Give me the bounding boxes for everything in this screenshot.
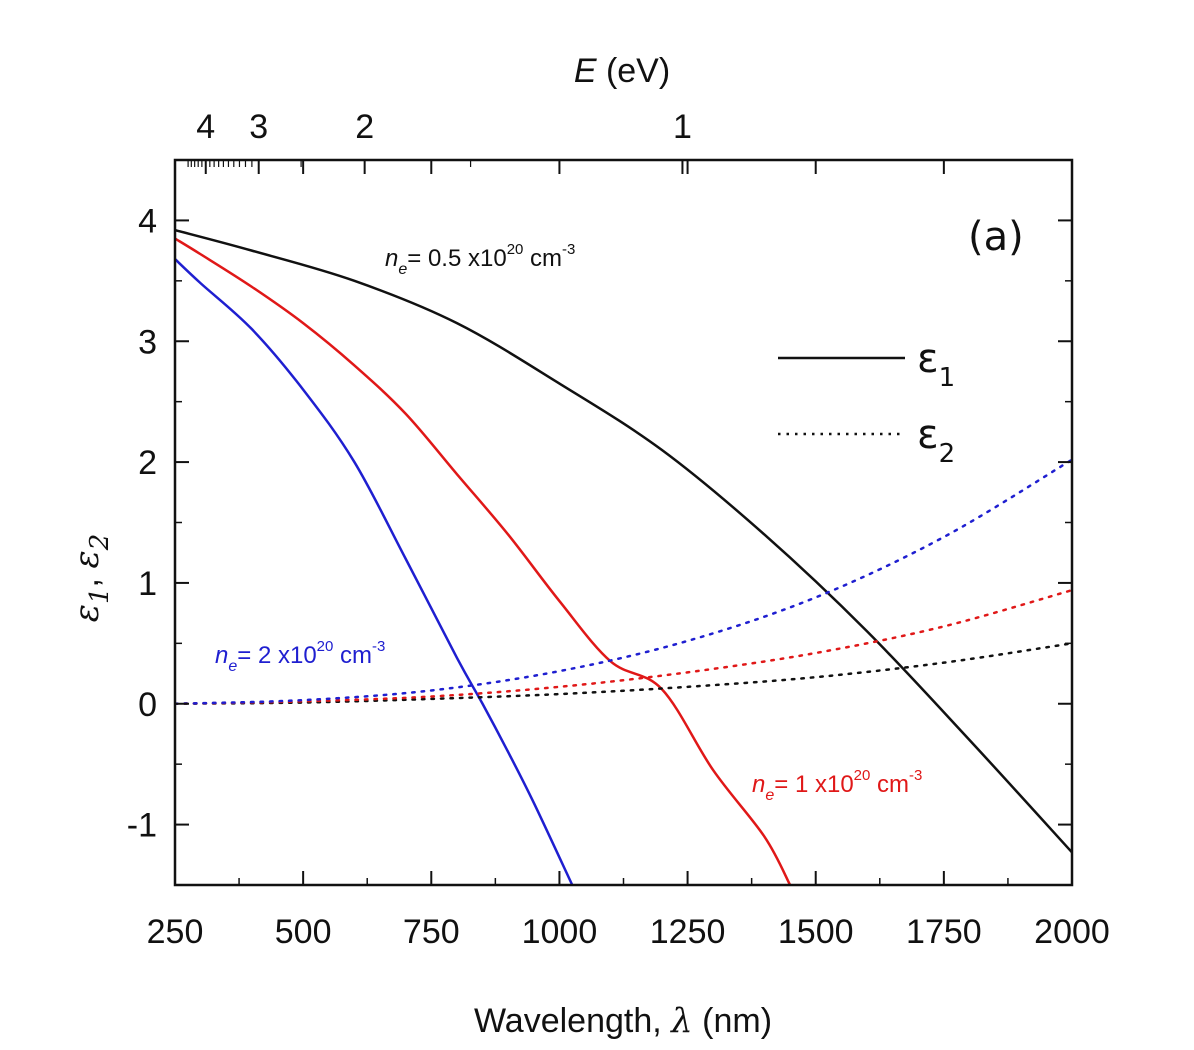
y-axis-title: ε1, ε2 (67, 534, 115, 623)
legend-label-eps1: ε1 (917, 336, 955, 393)
y-tick-label: 3 (138, 323, 157, 361)
series-eps1-1 (175, 237, 792, 885)
series-eps2-5 (175, 458, 1072, 705)
y-tick-label: 4 (138, 202, 157, 240)
series-eps2-4 (175, 588, 1072, 705)
x-tick-label: 1250 (650, 913, 726, 951)
legend: ε1 ε2 (778, 336, 955, 469)
series-layer (175, 228, 1072, 885)
y-tick-label: 2 (138, 444, 157, 482)
y-axis: -1 0 1 2 3 4 (127, 159, 1072, 886)
x-tick-label: 500 (275, 913, 332, 951)
panel-label: (a) (968, 214, 1024, 260)
series-eps1-0 (175, 228, 1072, 854)
x-tick-label: 750 (403, 913, 460, 951)
annotation-ne-2: ne= 2 x1020 cm-3 (215, 638, 385, 675)
plot-frame (173, 158, 1074, 887)
x-tick-label: 1000 (522, 913, 598, 951)
x-axis-title: Wavelength, λ (nm) (474, 1001, 772, 1041)
x-tick-label: 1750 (906, 913, 982, 951)
y-tick-label: -1 (127, 807, 157, 845)
series-eps1-2 (175, 258, 574, 885)
y-tick-label: 0 (138, 686, 157, 724)
top-tick-label: 4 (196, 108, 215, 146)
x-axis: 250 500 750 1000 1250 1500 1750 2000 (147, 160, 1110, 951)
x-tick-label: 1500 (778, 913, 854, 951)
top-tick-label: 3 (249, 108, 268, 146)
top-tick-label: 1 (673, 108, 692, 146)
x-tick-label: 250 (147, 913, 204, 951)
top-axis-title: E (eV) (574, 52, 670, 90)
x-tick-label: 2000 (1034, 913, 1110, 951)
series-eps2-3 (175, 642, 1072, 705)
annotation-ne-1: ne= 1 x1020 cm-3 (752, 767, 922, 804)
top-tick-label: 2 (355, 108, 374, 146)
annotation-ne-0-5: ne= 0.5 x1020 cm-3 (385, 241, 575, 278)
legend-label-eps2: ε2 (917, 412, 955, 469)
y-tick-label: 1 (138, 565, 157, 603)
